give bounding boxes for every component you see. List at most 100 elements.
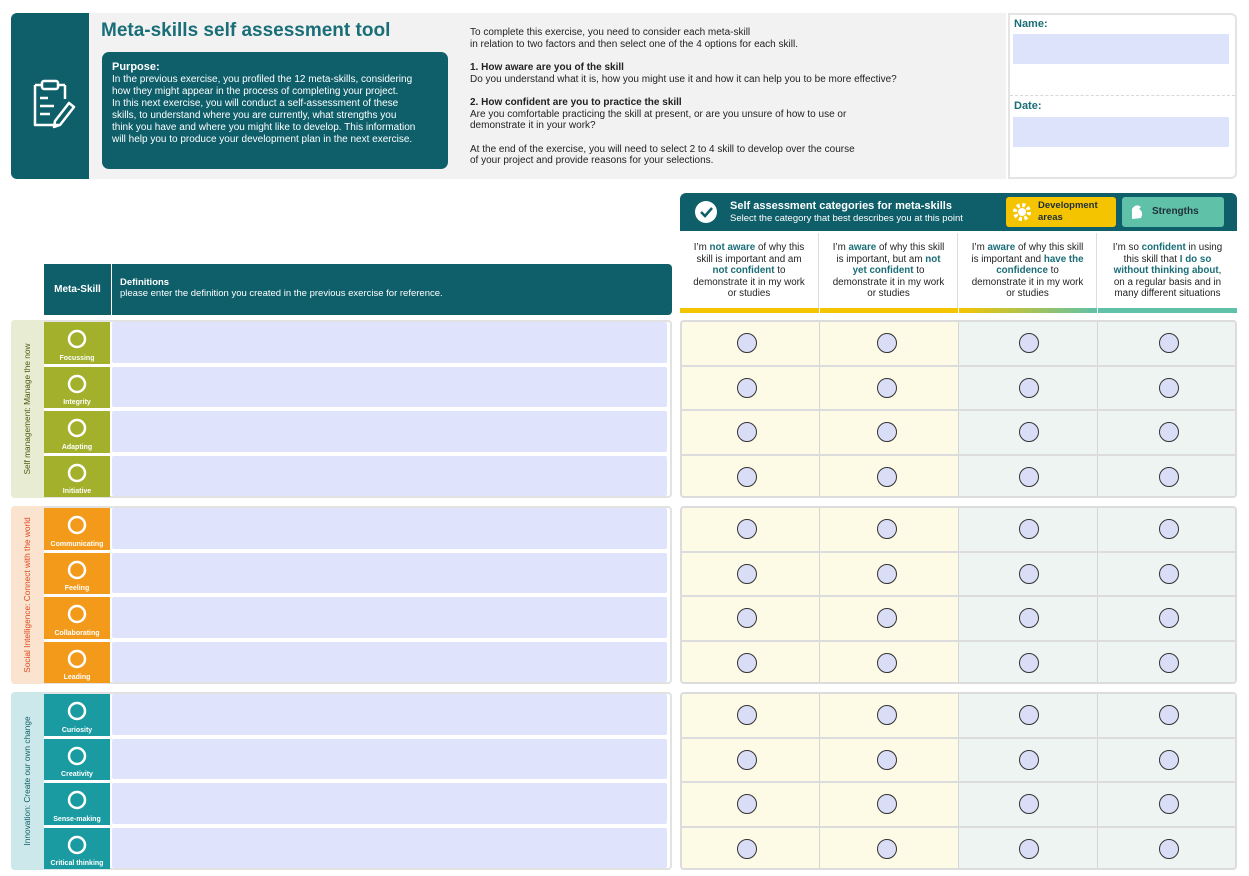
category-text-part: of why this skill is important and am	[696, 242, 805, 265]
purpose-line: think you have and where you might like …	[112, 122, 416, 133]
definition-input[interactable]	[112, 508, 667, 549]
skill-icon	[67, 790, 87, 810]
radio-option[interactable]	[1159, 838, 1179, 859]
radio-option[interactable]	[1019, 377, 1039, 398]
legend-label: Development areas	[1038, 200, 1098, 223]
skill-name: Collaborating	[54, 629, 100, 637]
radio-option[interactable]	[1019, 749, 1039, 770]
clipboard-icon	[33, 79, 76, 129]
definition-input[interactable]	[112, 694, 667, 735]
category-emphasis: aware	[848, 242, 877, 254]
category-bar	[1098, 308, 1237, 313]
radio-option[interactable]	[1159, 652, 1179, 673]
radio-option[interactable]	[877, 333, 897, 354]
legend-development: Development areas	[1006, 197, 1116, 227]
radio-option[interactable]	[877, 422, 897, 443]
definitions-note: please enter the definition you created …	[120, 288, 443, 299]
skill-icon	[67, 418, 87, 438]
definition-input[interactable]	[112, 827, 667, 868]
group-label: Innovation: Create our own change	[22, 716, 32, 846]
skill-name: Initiative	[62, 488, 92, 495]
radio-option[interactable]	[1019, 422, 1039, 443]
radio-option[interactable]	[877, 652, 897, 673]
skill-cell: Collaborating	[44, 597, 110, 639]
definition-input[interactable]	[112, 366, 667, 407]
skill-name: Curiosity	[61, 726, 93, 734]
radio-option[interactable]	[877, 466, 897, 487]
definition-input[interactable]	[112, 738, 667, 779]
gear-icon	[1013, 203, 1031, 221]
date-input[interactable]	[1013, 117, 1229, 147]
skill-icon	[67, 463, 87, 482]
category-emphasis: not confident	[712, 265, 775, 277]
radio-option[interactable]	[877, 838, 897, 859]
radio-option[interactable]	[877, 377, 897, 398]
radio-option[interactable]	[737, 377, 757, 398]
skill-cell: Critical thinking	[44, 827, 110, 869]
skill-name: Focussing	[59, 354, 95, 362]
category-bar	[959, 308, 1097, 313]
radio-option[interactable]	[737, 333, 757, 354]
radio-option[interactable]	[1019, 608, 1039, 629]
radio-option[interactable]	[1019, 333, 1039, 354]
radio-option[interactable]	[737, 608, 757, 629]
radio-option[interactable]	[1159, 377, 1179, 398]
radio-option[interactable]	[1019, 563, 1039, 584]
separator	[1010, 95, 1235, 96]
category-emphasis: confident	[1141, 242, 1186, 254]
radio-option[interactable]	[1019, 466, 1039, 487]
radio-option[interactable]	[737, 652, 757, 673]
radio-option[interactable]	[877, 608, 897, 629]
radio-option[interactable]	[737, 563, 757, 584]
radio-option[interactable]	[1019, 652, 1039, 673]
radio-option[interactable]	[1159, 749, 1179, 770]
radio-option[interactable]	[1019, 705, 1039, 726]
radio-option[interactable]	[1159, 705, 1179, 726]
radio-option[interactable]	[1019, 838, 1039, 859]
legend-label: Strengths	[1152, 206, 1199, 217]
definition-input[interactable]	[112, 455, 667, 496]
category-column-header: I’m aware of why this skill is important…	[959, 233, 1097, 309]
radio-option[interactable]	[737, 466, 757, 487]
definition-input[interactable]	[112, 552, 667, 593]
definition-input[interactable]	[112, 783, 667, 824]
name-input[interactable]	[1013, 34, 1229, 64]
radio-option[interactable]	[1159, 466, 1179, 487]
radio-option[interactable]	[877, 794, 897, 815]
skill-cell: Feeling	[44, 552, 110, 594]
definition-input[interactable]	[112, 322, 667, 363]
radio-option[interactable]	[1159, 608, 1179, 629]
radio-option[interactable]	[877, 563, 897, 584]
definitions-header: Definitions please enter the definition …	[112, 264, 672, 315]
radio-option[interactable]	[1019, 794, 1039, 815]
radio-option[interactable]	[737, 519, 757, 540]
radio-option[interactable]	[737, 705, 757, 726]
radio-option[interactable]	[1019, 519, 1039, 540]
instruction-heading: 2. How confident are you to practice the…	[470, 97, 682, 108]
radio-option[interactable]	[1159, 519, 1179, 540]
radio-option[interactable]	[737, 838, 757, 859]
category-bar	[820, 308, 958, 313]
categories-subtitle: Select the category that best describes …	[730, 213, 963, 224]
radio-option[interactable]	[737, 422, 757, 443]
radio-option[interactable]	[1159, 563, 1179, 584]
radio-option[interactable]	[1159, 333, 1179, 354]
radio-option[interactable]	[877, 749, 897, 770]
radio-option[interactable]	[737, 794, 757, 815]
radio-option[interactable]	[877, 705, 897, 726]
radio-option[interactable]	[877, 519, 897, 540]
radio-option[interactable]	[737, 749, 757, 770]
definition-input[interactable]	[112, 411, 667, 452]
category-text-part: of why this skill is important and	[971, 242, 1084, 265]
skill-icon	[67, 560, 87, 579]
category-text-part: to demonstrate it in my work or studies	[971, 265, 1084, 300]
radio-option[interactable]	[1159, 422, 1179, 443]
radio-option[interactable]	[1159, 794, 1179, 815]
category-text: I’m aware of why this skill is important…	[830, 242, 948, 300]
purpose-heading: Purpose:	[112, 61, 160, 73]
definition-input[interactable]	[112, 641, 667, 682]
skill-icon	[67, 329, 87, 349]
definition-input[interactable]	[112, 597, 667, 638]
check-icon	[695, 201, 717, 223]
skill-cell: Communicating	[44, 508, 110, 550]
